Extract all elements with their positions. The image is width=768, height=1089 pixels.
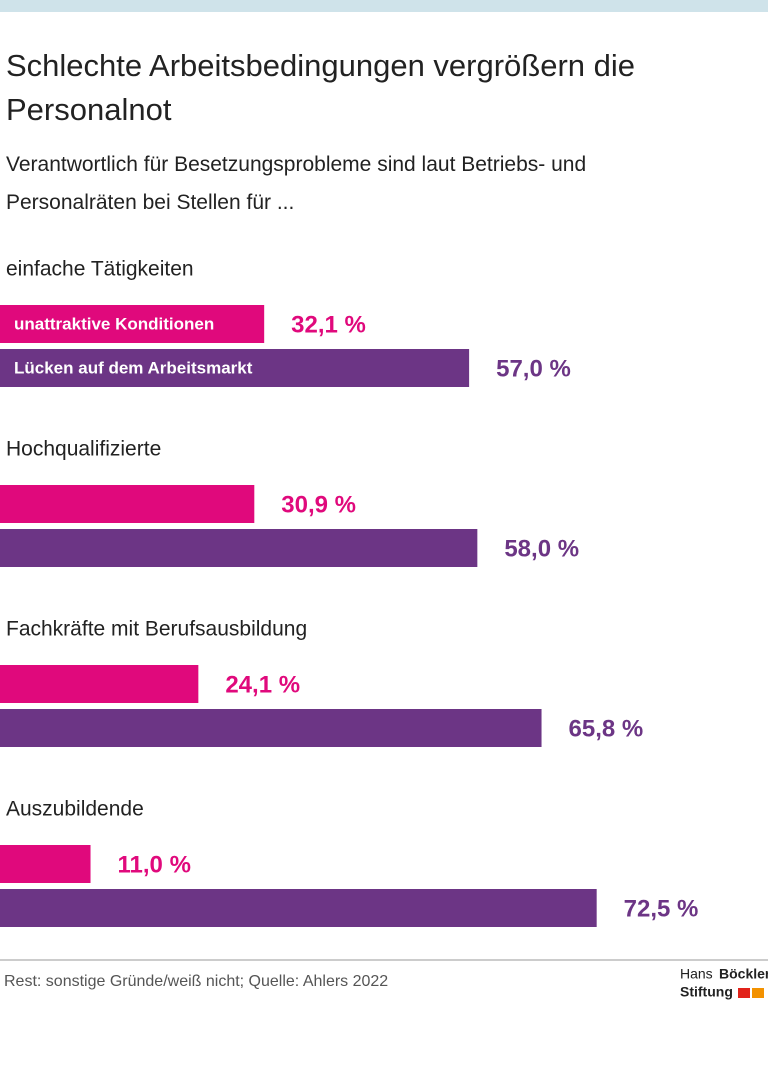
value-label: 65,8 %	[569, 715, 644, 742]
bar	[0, 485, 255, 523]
category-label: Fachkräfte mit Berufsausbildung	[6, 618, 307, 641]
value-label: 57,0 %	[496, 355, 571, 382]
bar	[0, 845, 91, 883]
top-band	[0, 0, 768, 12]
bar	[0, 305, 265, 343]
category-label: Auszubildende	[6, 798, 144, 821]
bar	[0, 349, 470, 387]
legend-label: unattraktive Konditionen	[14, 314, 214, 333]
chart-title: Schlechte Arbeitsbedingungen vergrößern …	[6, 48, 636, 127]
logo-text: Böckler	[719, 966, 768, 982]
bar	[0, 709, 542, 747]
category-label: Hochqualifizierte	[6, 438, 161, 461]
logo-square	[752, 988, 764, 998]
value-label: 11,0 %	[118, 851, 191, 878]
bar	[0, 529, 478, 567]
chart-subtitle: Verantwortlich für Besetzungsprobleme si…	[6, 153, 587, 214]
value-label: 24,1 %	[225, 671, 300, 698]
logo-text: Hans	[680, 966, 713, 982]
category-label: einfache Tätigkeiten	[6, 258, 194, 281]
value-label: 72,5 %	[624, 895, 699, 922]
value-label: 58,0 %	[504, 535, 579, 562]
logo-square	[738, 988, 750, 998]
bar	[0, 889, 597, 927]
source-note: Rest: sonstige Gründe/weiß nicht; Quelle…	[4, 973, 388, 990]
logo-text: Stiftung	[680, 984, 733, 1000]
value-label: 32,1 %	[291, 311, 366, 338]
bar	[0, 665, 199, 703]
value-label: 30,9 %	[281, 491, 356, 518]
legend-label: Lücken auf dem Arbeitsmarkt	[14, 358, 253, 377]
